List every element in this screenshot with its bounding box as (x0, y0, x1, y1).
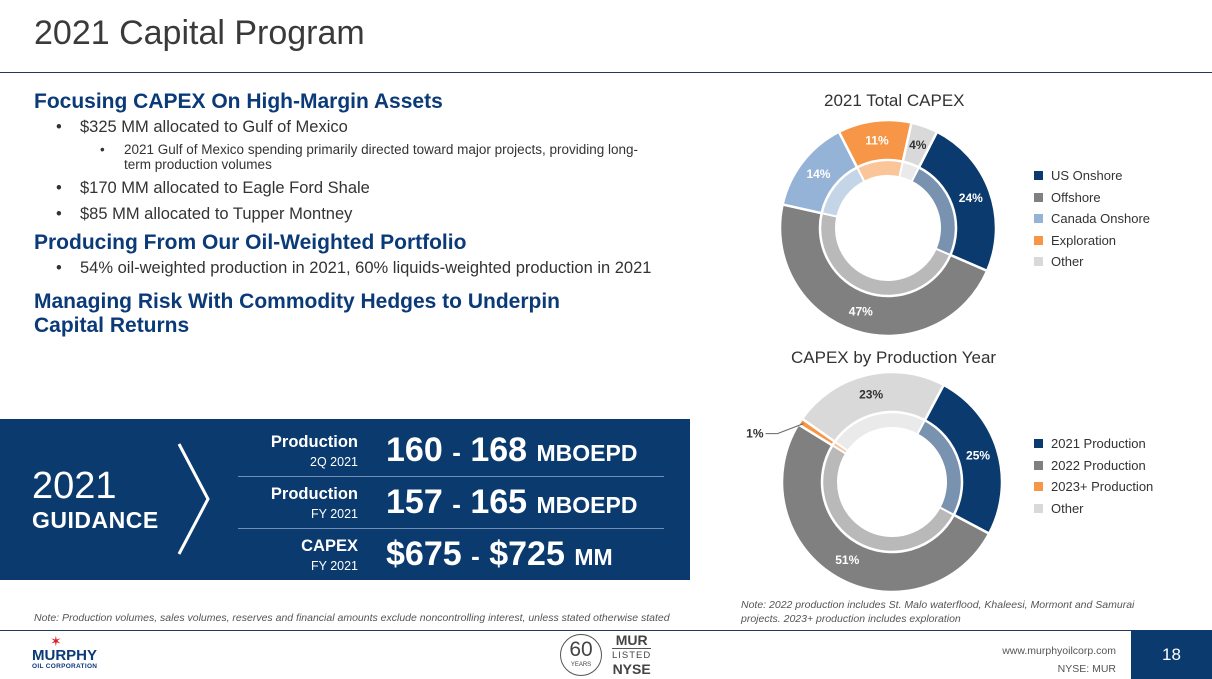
legend-swatch (1034, 482, 1043, 492)
donut-hole (838, 428, 946, 536)
legend-swatch (1034, 257, 1043, 267)
data-label: 25% (966, 449, 990, 463)
footnote: Note: Production volumes, sales volumes,… (34, 612, 670, 624)
callout-line (765, 423, 804, 435)
legend-label: 2023+ Production (1051, 479, 1154, 495)
title-divider (0, 72, 1212, 73)
page-title: 2021 Capital Program (34, 14, 365, 52)
guidance-label: GUIDANCE (32, 507, 159, 533)
data-label: 1% (746, 427, 764, 441)
data-label: 11% (865, 134, 889, 148)
sub-bullet-list: 2021 Gulf of Mexico spending primarily d… (98, 142, 654, 172)
legend-label: 2022 Production (1051, 457, 1146, 473)
list-item: $85 MM allocated to Tupper Montney (54, 205, 654, 224)
legend-label: Canada Onshore (1051, 211, 1151, 227)
legend-item: 2021 Production (1034, 433, 1153, 455)
bullet-list: 54% oil-weighted production in 2021, 60%… (54, 259, 654, 278)
legend-swatch (1034, 235, 1043, 245)
data-label: 14% (806, 167, 830, 181)
guidance-row: Production 2Q 2021 160 - 168 MBOEPD (238, 425, 664, 477)
production-year-donut-chart: 25% 51% 1% 23% (746, 370, 1004, 594)
ticker-text: NYSE: MUR (1057, 663, 1116, 675)
guidance-year: 2021 (32, 465, 117, 507)
guidance-row-period: FY 2021 (310, 507, 358, 521)
section-heading-capex: Focusing CAPEX On High-Margin Assets (34, 90, 443, 113)
bullet-list: $325 MM allocated to Gulf of Mexico 2021… (54, 118, 654, 224)
star-icon: ✶ (50, 633, 62, 649)
legend-item: US Onshore (1034, 165, 1150, 187)
legend-label: Exploration (1051, 232, 1117, 248)
chart-note: Note: 2022 production includes St. Malo … (741, 599, 1135, 625)
chevron-right-icon (177, 443, 210, 555)
list-item: $170 MM allocated to Eagle Ford Shale (54, 179, 654, 198)
legend-swatch (1034, 503, 1043, 513)
legend-swatch (1034, 171, 1043, 181)
chart-title: CAPEX by Production Year (791, 348, 997, 367)
legend-label: 2021 Production (1051, 436, 1146, 452)
bullet-content: Focusing CAPEX On High-Margin Assets $32… (34, 90, 654, 338)
data-label: 4% (909, 138, 927, 152)
guidance-panel: 2021 GUIDANCE Production 2Q 2021 160 - 16… (0, 419, 690, 580)
guidance-row-value: $675 - $725 MM (386, 535, 613, 573)
footer-divider (0, 630, 1131, 631)
legend-item: 2023+ Production (1034, 476, 1153, 498)
guidance-row-period: 2Q 2021 (310, 455, 358, 469)
legend-swatch (1034, 460, 1043, 470)
chart-legend: 2021 Production 2022 Production 2023+ Prod… (1034, 433, 1153, 519)
anniversary-badge: 60 YEARS (560, 634, 602, 676)
data-label: 47% (849, 305, 873, 319)
donut-slice-2022-production (780, 422, 991, 594)
capex-donut-chart: 24% 47% 14% 11% 4% (778, 118, 998, 338)
legend-swatch (1034, 192, 1043, 202)
nyse-listing-badge: MUR LISTED NYSE (612, 632, 652, 677)
legend-item: 2022 Production (1034, 455, 1153, 477)
guidance-row-period: FY 2021 (310, 559, 358, 573)
company-logo: ✶ MURPHY OIL CORPORATION (32, 633, 98, 670)
footer-contact: www.murphyoilcorp.com NYSE: MUR (1002, 642, 1116, 678)
guidance-row: Production FY 2021 157 - 165 MBOEPD (238, 477, 664, 529)
legend-label: Offshore (1051, 189, 1101, 205)
donut-slice-other (800, 370, 946, 444)
donut-slice-other (901, 121, 939, 170)
legend-item: Canada Onshore (1034, 208, 1150, 230)
sub-list-item: 2021 Gulf of Mexico spending primarily d… (98, 142, 654, 172)
guidance-row-label: CAPEX (301, 537, 358, 555)
chart-legend: US Onshore Offshore Canada Onshore Explorat… (1034, 165, 1150, 273)
legend-label: Other (1051, 500, 1084, 516)
legend-item: Exploration (1034, 230, 1150, 252)
legend-item: Other (1034, 498, 1153, 520)
legend-label: Other (1051, 254, 1084, 270)
guidance-row-label: Production (270, 433, 358, 451)
legend-swatch (1034, 214, 1043, 224)
section-heading-hedges: Managing Risk With Commodity Hedges to U… (34, 290, 560, 337)
guidance-row-value: 160 - 168 MBOEPD (386, 431, 638, 469)
donut-slice-offshore (778, 202, 989, 338)
section-heading-portfolio: Producing From Our Oil-Weighted Portfoli… (34, 231, 467, 254)
legend-label: US Onshore (1051, 168, 1123, 184)
legend-item: Offshore (1034, 187, 1150, 209)
chart-title: 2021 Total CAPEX (824, 91, 965, 110)
website-link[interactable]: www.murphyoilcorp.com (1002, 645, 1116, 657)
data-label: 24% (959, 191, 983, 205)
legend-item: Other (1034, 251, 1150, 273)
page-number: 18 (1131, 630, 1212, 679)
donut-hole (836, 176, 940, 280)
list-item: $325 MM allocated to Gulf of Mexico 2021… (54, 118, 654, 172)
bullet-text: $325 MM allocated to Gulf of Mexico (80, 118, 348, 136)
guidance-row: CAPEX FY 2021 $675 - $725 MM (238, 529, 664, 581)
data-label: 23% (859, 387, 883, 401)
guidance-row-label: Production (270, 485, 358, 503)
list-item: 54% oil-weighted production in 2021, 60%… (54, 259, 654, 278)
legend-swatch (1034, 439, 1043, 449)
guidance-row-value: 157 - 165 MBOEPD (386, 483, 638, 521)
data-label: 51% (835, 553, 859, 567)
